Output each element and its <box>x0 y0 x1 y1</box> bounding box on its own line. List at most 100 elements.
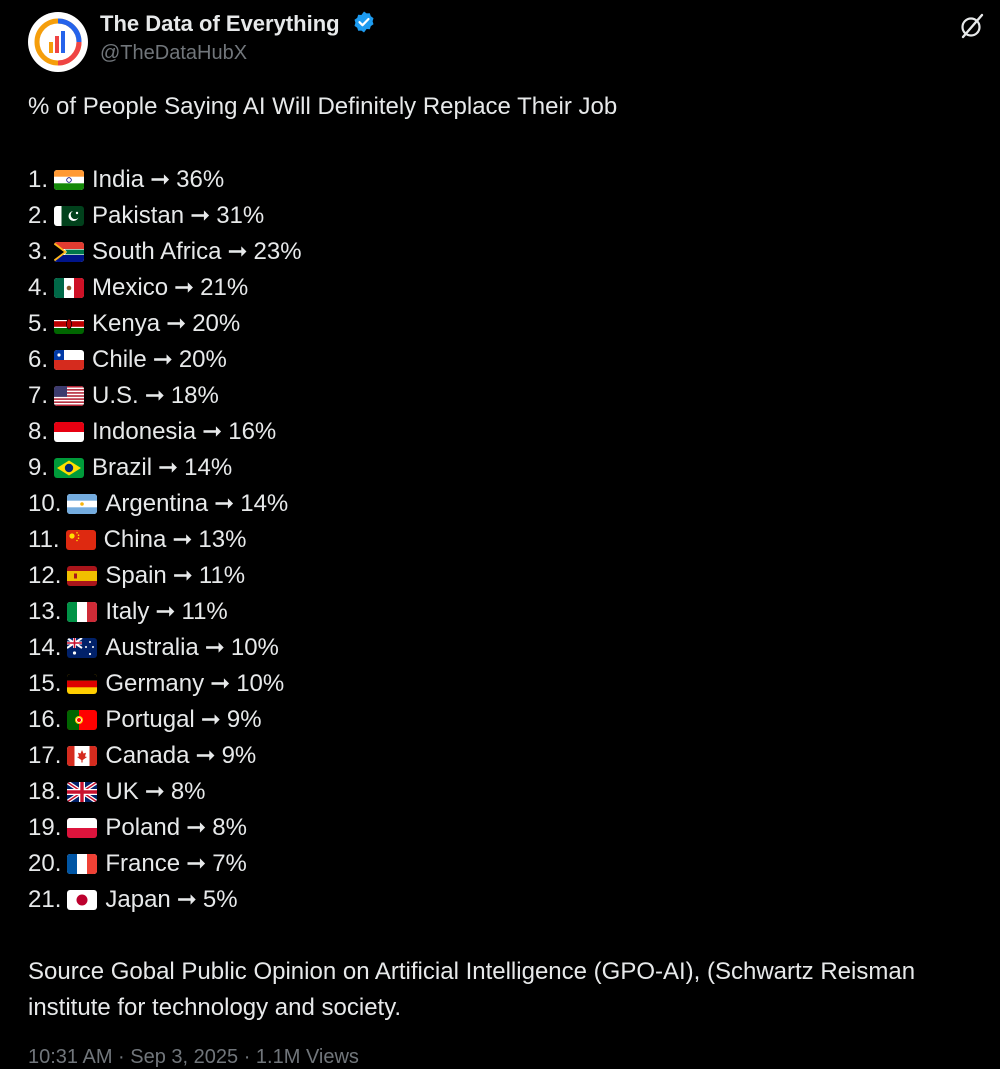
india-flag-icon <box>54 170 85 190</box>
country-name: Kenya <box>92 310 161 337</box>
percent-value: 20% <box>192 310 241 337</box>
country-name: Italy <box>105 598 150 625</box>
percent-value: 11% <box>181 598 228 625</box>
post-timestamp-views[interactable]: 10:31 AM · Sep 3, 2025 · 1.1M Views <box>28 1046 359 1068</box>
percent-value: 16% <box>228 418 277 445</box>
percent-value: 20% <box>178 346 227 373</box>
rank-item-australia: 14. Australia ➞ 10% <box>28 630 302 666</box>
arrow-icon: ➞ <box>166 310 187 337</box>
rank-number: 15. <box>28 670 62 697</box>
rank-item-canada: 17. Canada ➞ 9% <box>28 738 302 774</box>
percent-value: 11% <box>198 562 246 589</box>
italy-flag-icon <box>67 602 98 622</box>
chile-flag-icon <box>54 350 85 370</box>
country-name: Spain <box>105 562 167 589</box>
percent-value: 9% <box>221 742 257 769</box>
rank-number: 17. <box>28 742 62 769</box>
arrow-icon: ➞ <box>144 382 165 409</box>
arrow-icon: ➞ <box>150 166 171 193</box>
rank-item-portugal: 16. Portugal ➞ 9% <box>28 702 302 738</box>
rank-number: 6. <box>28 346 49 373</box>
arrow-icon: ➞ <box>155 598 176 625</box>
arrow-icon: ➞ <box>172 562 193 589</box>
country-name: Portugal <box>105 706 195 733</box>
france-flag-icon <box>67 854 98 874</box>
country-name: Poland <box>105 814 181 841</box>
rank-item-usa: 7. U.S. ➞ 18% <box>28 378 302 414</box>
arrow-icon: ➞ <box>195 742 216 769</box>
arrow-icon: ➞ <box>204 634 225 661</box>
arrow-icon: ➞ <box>190 202 211 229</box>
brazil-flag-icon <box>54 458 85 478</box>
kenya-flag-icon <box>54 314 85 334</box>
arrow-icon: ➞ <box>214 490 235 517</box>
rank-item-spain: 12. Spain ➞ 11% <box>28 558 302 594</box>
rank-number: 18. <box>28 778 62 805</box>
rank-number: 7. <box>28 382 49 409</box>
rank-item-japan: 21. Japan ➞ 5% <box>28 882 302 918</box>
arrow-icon: ➞ <box>210 670 231 697</box>
arrow-icon: ➞ <box>200 706 221 733</box>
portugal-flag-icon <box>67 710 98 730</box>
rank-item-italy: 13. Italy ➞ 11% <box>28 594 302 630</box>
percent-value: 14% <box>240 490 289 517</box>
rank-item-indonesia: 8. Indonesia ➞ 16% <box>28 414 302 450</box>
author-name[interactable]: The Data of Everything <box>100 11 340 36</box>
country-name: Germany <box>105 670 205 697</box>
rank-number: 12. <box>28 562 62 589</box>
rank-number: 8. <box>28 418 49 445</box>
grok-icon[interactable] <box>958 12 986 40</box>
source-text: Source Gobal Public Opinion on Artificia… <box>28 958 916 1021</box>
rank-item-india: 1. India ➞ 36% <box>28 162 302 198</box>
percent-value: 8% <box>212 814 247 841</box>
rank-number: 13. <box>28 598 62 625</box>
uk-flag-icon <box>67 782 98 802</box>
country-name: Chile <box>92 346 147 373</box>
rank-item-china: 11. China ➞ 13% <box>28 522 302 558</box>
post-title: % of People Saying AI Will Definitely Re… <box>28 93 618 120</box>
germany-flag-icon <box>67 674 98 694</box>
rank-number: 10. <box>28 490 62 517</box>
author-handle[interactable]: @TheDataHubX <box>100 42 248 64</box>
pakistan-flag-icon <box>54 206 85 226</box>
arrow-icon: ➞ <box>186 850 207 877</box>
avatar[interactable] <box>28 12 88 72</box>
arrow-icon: ➞ <box>172 526 193 553</box>
country-name: France <box>105 850 181 877</box>
rank-number: 1. <box>28 166 49 193</box>
rank-number: 5. <box>28 310 49 337</box>
percent-value: 5% <box>202 886 238 913</box>
south-africa-flag-icon <box>54 242 85 262</box>
percent-value: 31% <box>216 202 265 229</box>
country-name: Argentina <box>105 490 209 517</box>
poland-flag-icon <box>67 818 98 838</box>
percent-value: 23% <box>253 238 302 265</box>
country-name: India <box>92 166 145 193</box>
rank-item-argentina: 10. Argentina ➞ 14% <box>28 486 302 522</box>
rank-number: 3. <box>28 238 49 265</box>
percent-value: 14% <box>184 454 233 481</box>
rank-number: 9. <box>28 454 49 481</box>
rank-item-uk: 18. UK ➞ 8% <box>28 774 302 810</box>
rank-number: 20. <box>28 850 62 877</box>
rank-item-chile: 6. Chile ➞ 20% <box>28 342 302 378</box>
argentina-flag-icon <box>67 494 98 514</box>
rank-number: 14. <box>28 634 62 661</box>
country-name: Brazil <box>92 454 153 481</box>
rank-item-pakistan: 2. Pakistan ➞ 31% <box>28 198 302 234</box>
percent-value: 18% <box>170 382 219 409</box>
arrow-icon: ➞ <box>227 238 248 265</box>
post-header: The Data of Everything @TheDataHubX <box>28 8 1000 72</box>
china-flag-icon <box>65 530 96 550</box>
rank-item-kenya: 5. Kenya ➞ 20% <box>28 306 302 342</box>
rank-number: 2. <box>28 202 49 229</box>
percent-value: 21% <box>200 274 249 301</box>
rank-item-mexico: 4. Mexico ➞ 21% <box>28 270 302 306</box>
country-name: Japan <box>105 886 171 913</box>
rank-number: 16. <box>28 706 62 733</box>
country-name: South Africa <box>92 238 222 265</box>
usa-flag-icon <box>54 386 85 406</box>
arrow-icon: ➞ <box>202 418 223 445</box>
canada-flag-icon <box>67 746 98 766</box>
arrow-icon: ➞ <box>152 346 173 373</box>
